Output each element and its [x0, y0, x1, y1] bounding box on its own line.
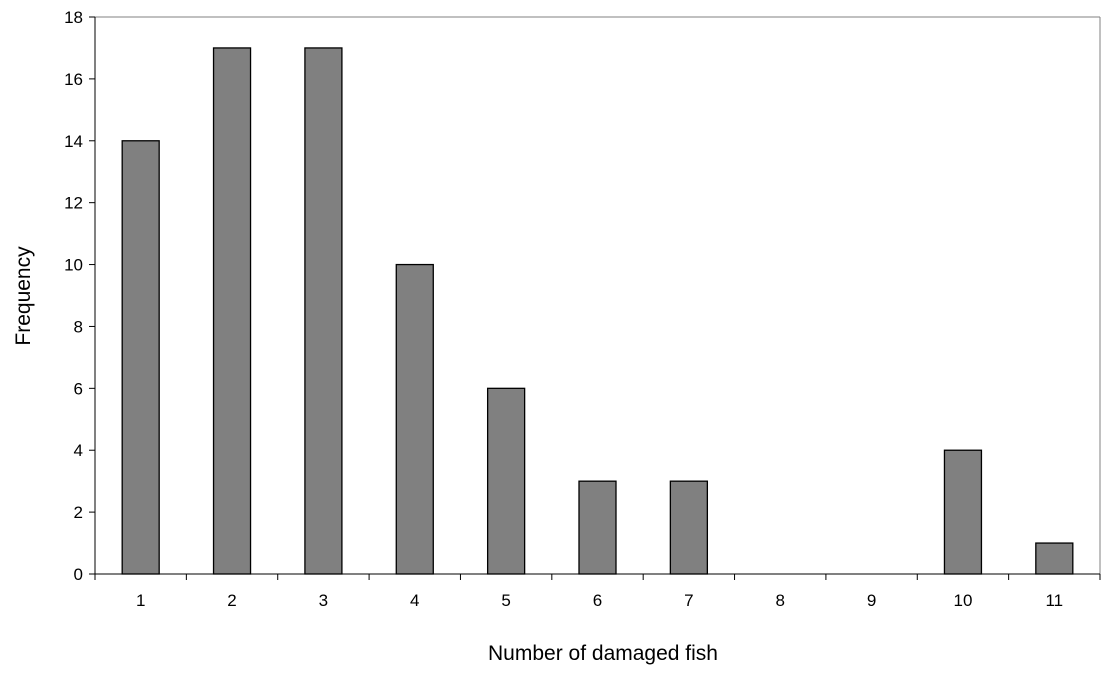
x-tick-label: 11 — [1045, 591, 1063, 610]
bars-group — [121, 47, 1074, 575]
bar-5 — [486, 387, 526, 575]
y-axis: 0 2 4 6 8 10 12 14 16 18 — [64, 8, 96, 584]
x-tick-label: 4 — [410, 591, 419, 610]
x-axis-title: Number of damaged fish — [488, 642, 718, 665]
bar-1 — [121, 140, 160, 575]
x-tick-label: 9 — [867, 591, 876, 610]
x-tick-label: 5 — [501, 591, 510, 610]
x-tick-label: 3 — [319, 591, 328, 610]
bar-10 — [943, 449, 983, 575]
bar-3 — [304, 47, 343, 575]
bar-7 — [669, 480, 709, 575]
y-tick-label: 6 — [74, 379, 83, 398]
bar-4 — [395, 263, 434, 575]
y-tick-label: 16 — [64, 70, 83, 89]
x-axis: 1 2 3 4 5 6 7 8 9 10 11 — [94, 573, 1101, 610]
x-tick-label: 6 — [593, 591, 602, 610]
y-tick-label: 0 — [74, 565, 83, 584]
x-tick-label: 1 — [136, 591, 145, 610]
y-tick-label: 4 — [74, 441, 83, 460]
x-tick-label: 7 — [684, 591, 693, 610]
bar-11 — [1035, 542, 1074, 575]
plot-frame — [95, 16, 1101, 574]
x-tick-label: 2 — [227, 591, 236, 610]
bar-6 — [578, 480, 617, 575]
y-tick-label: 14 — [64, 132, 83, 151]
y-axis-title: Frequency — [12, 246, 35, 346]
x-tick-label: 10 — [953, 591, 972, 610]
y-tick-label: 10 — [64, 256, 83, 275]
y-tick-label: 12 — [64, 194, 83, 213]
bar-2 — [212, 47, 252, 575]
x-tick-label: 8 — [775, 591, 784, 610]
y-tick-label: 8 — [74, 317, 83, 336]
y-tick-label: 18 — [64, 8, 83, 27]
y-tick-label: 2 — [74, 503, 83, 522]
